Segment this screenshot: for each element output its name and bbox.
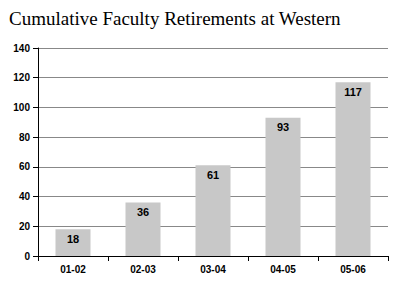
svg-text:36: 36 [137,206,149,218]
svg-text:02-03: 02-03 [130,264,156,275]
svg-text:01-02: 01-02 [60,264,86,275]
svg-text:120: 120 [13,72,30,83]
svg-text:04-05: 04-05 [270,264,296,275]
svg-text:20: 20 [19,221,31,232]
svg-text:61: 61 [207,169,219,181]
svg-text:0: 0 [24,251,30,262]
svg-text:18: 18 [67,233,79,245]
svg-text:05-06: 05-06 [340,264,366,275]
svg-text:140: 140 [13,43,30,54]
svg-text:80: 80 [19,132,31,143]
svg-text:117: 117 [344,86,362,98]
svg-text:40: 40 [19,191,31,202]
svg-text:93: 93 [277,121,289,133]
svg-text:60: 60 [19,161,31,172]
svg-text:03-04: 03-04 [200,264,226,275]
svg-text:Cumulative Faculty Retirements: Cumulative Faculty Retirements at Wester… [9,8,341,29]
svg-text:100: 100 [13,102,30,113]
